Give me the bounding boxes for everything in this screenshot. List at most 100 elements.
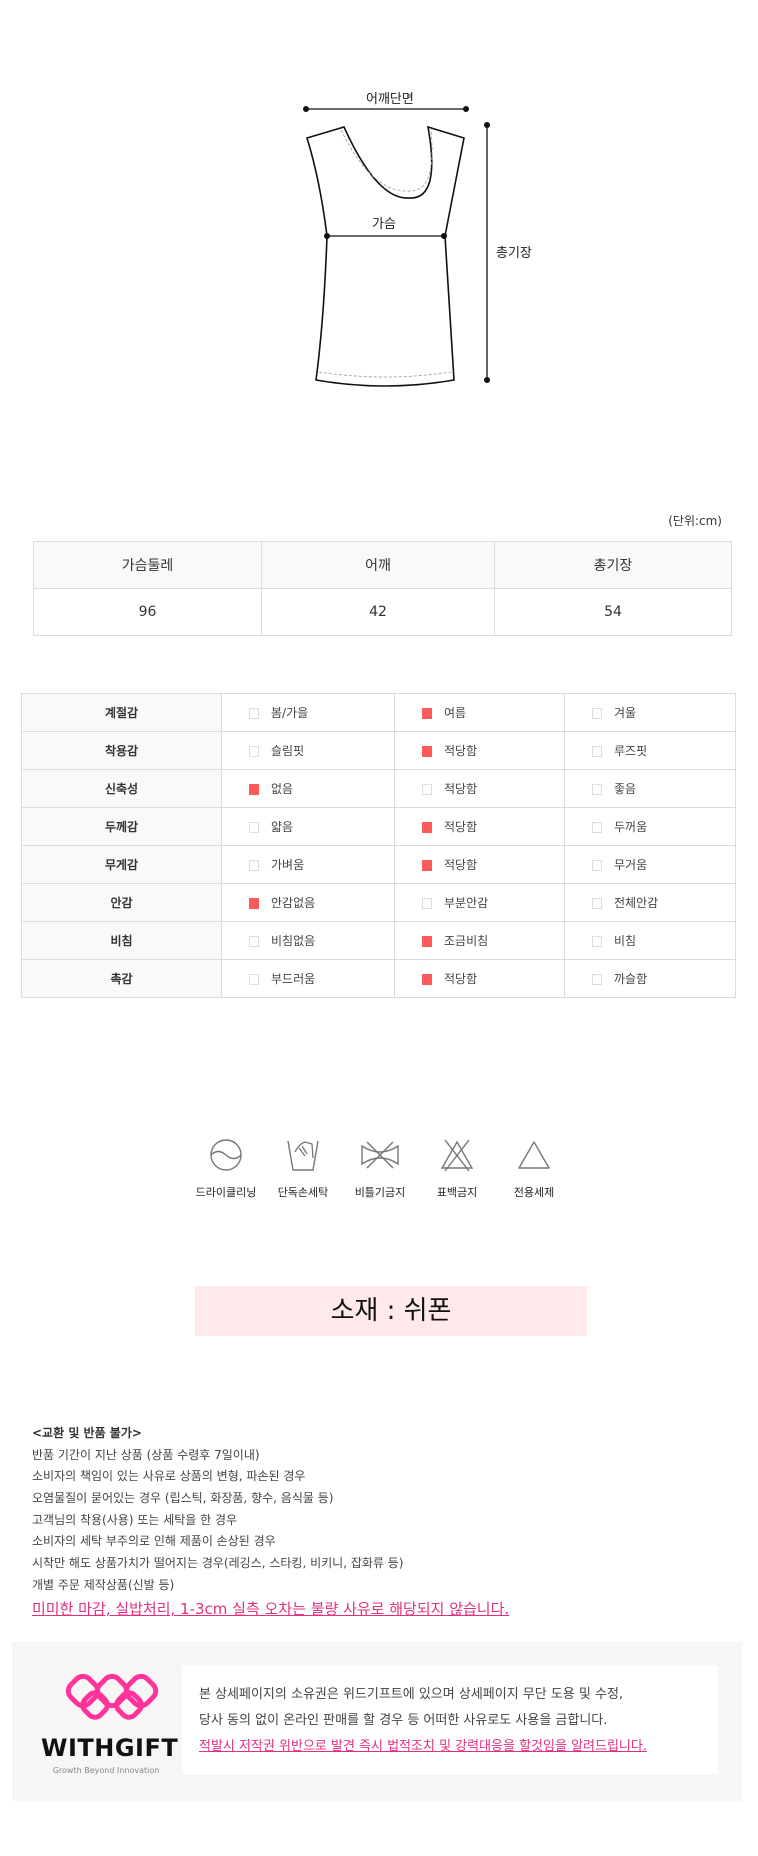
option-label: 여름: [444, 706, 467, 720]
care-label: 비틀기금지: [354, 1186, 406, 1199]
checked-checkbox-icon: [422, 746, 432, 757]
option-label: 없음: [271, 782, 294, 796]
checked-checkbox-icon: [422, 860, 432, 871]
unchecked-checkbox-icon: [592, 974, 602, 985]
option-label: 루즈핏: [614, 744, 648, 758]
value-length: 54: [494, 588, 732, 636]
no-wring-icon: [361, 1141, 399, 1169]
option-label: 적당함: [444, 972, 478, 986]
unchecked-checkbox-icon: [592, 746, 602, 757]
spec-row: 촉감 부드러움 적당함 까슬함: [21, 959, 736, 998]
spec-row: 계절감 봄/가을 여름 겨울: [21, 693, 736, 732]
unchecked-checkbox-icon: [592, 898, 602, 909]
unchecked-checkbox-icon: [592, 860, 602, 871]
option-label: 얇음: [271, 820, 294, 834]
option-label: 적당함: [444, 858, 478, 872]
option-label: 부분안감: [444, 896, 489, 910]
notice-line: 소비자의 세탁 부주의로 인해 제품이 손상된 경우: [32, 1534, 276, 1549]
spec-row: 안감 안감없음 부분안감 전체안감: [21, 883, 736, 922]
option-label: 비침: [614, 934, 637, 948]
option-label: 좋음: [614, 782, 637, 796]
spec-option: 까슬함: [564, 959, 736, 998]
shoulder-label: 어깨단면: [366, 92, 414, 107]
unchecked-checkbox-icon: [592, 822, 602, 833]
copyright-line: 당사 동의 없이 온라인 판매를 할 경우 등 어떠한 사유로도 사용을 금합니…: [199, 1713, 608, 1728]
option-label: 두꺼움: [614, 820, 648, 834]
unchecked-checkbox-icon: [592, 784, 602, 795]
withgift-logo-mark: [65, 1673, 159, 1720]
unchecked-checkbox-icon: [592, 936, 602, 947]
spec-label: 계절감: [21, 693, 222, 732]
chest-label: 가슴: [372, 217, 396, 232]
care-label: 단독손세탁: [277, 1186, 329, 1199]
checked-checkbox-icon: [422, 822, 432, 833]
care-no-bleach: 표백금지: [417, 1138, 497, 1200]
unchecked-checkbox-icon: [249, 708, 259, 719]
care-dry-clean: 드라이클리닝: [186, 1138, 266, 1200]
spec-option: 부드러움: [221, 959, 395, 998]
spec-option: 적당함: [394, 731, 565, 770]
option-label: 슬림핏: [271, 744, 305, 758]
notice-line: 개별 주문 제작상품(신발 등): [32, 1577, 175, 1592]
care-detergent: 전용세제: [494, 1138, 574, 1200]
option-label: 가벼움: [271, 858, 305, 872]
spec-option: 비침: [564, 921, 736, 960]
spec-row: 착용감 슬림핏 적당함 루즈핏: [21, 731, 736, 770]
care-label: 전용세제: [513, 1186, 555, 1199]
option-label: 부드러움: [271, 972, 316, 986]
garment-diagram: [303, 106, 490, 387]
option-label: 무거움: [614, 858, 648, 872]
spec-option: 겨울: [564, 693, 736, 732]
spec-table: 계절감 봄/가을 여름 겨울 착용감 슬림핏 적당함 루즈핏 신축성 없음 적당함 좋음 두께감 얇음 적당…: [21, 693, 736, 998]
spec-option: 없음: [221, 769, 395, 808]
unchecked-checkbox-icon: [249, 746, 259, 757]
header-length: 총기장: [494, 541, 732, 589]
spec-option: 가벼움: [221, 845, 395, 884]
unchecked-checkbox-icon: [249, 974, 259, 985]
value-chest: 96: [33, 588, 262, 636]
unchecked-checkbox-icon: [249, 936, 259, 947]
hand-wash-icon: [287, 1140, 319, 1171]
spec-row: 두께감 얇음 적당함 두꺼움: [21, 807, 736, 846]
spec-option: 적당함: [394, 845, 565, 884]
copyright-line: 본 상세페이지의 소유권은 위드기프트에 있으며 상세페이지 무단 도용 및 수…: [199, 1687, 624, 1702]
option-label: 적당함: [444, 782, 478, 796]
unit-label: (단위:cm): [668, 514, 722, 528]
brand-name: WITHGIFT: [41, 1734, 179, 1762]
checked-checkbox-icon: [422, 708, 432, 719]
unchecked-checkbox-icon: [249, 822, 259, 833]
spec-option: 조금비침: [394, 921, 565, 960]
spec-label: 촉감: [21, 959, 222, 998]
spec-option: 안감없음: [221, 883, 395, 922]
notice-line: 오염물질이 묻어있는 경우 (립스틱, 화장품, 향수, 음식물 등): [32, 1491, 334, 1506]
dry-clean-icon: [210, 1139, 242, 1171]
notice-line: 고객님의 착용(사용) 또는 세탁을 한 경우: [32, 1512, 238, 1527]
copyright-footer: WITHGIFT Growth Beyond Innovation 본 상세페이…: [12, 1642, 742, 1801]
return-notice: <교환 및 반품 불가> 반품 기간이 지난 상품 (상품 수령후 7일이내) …: [32, 1423, 404, 1597]
spec-row: 신축성 없음 적당함 좋음: [21, 769, 736, 808]
no-bleach-icon: [440, 1139, 474, 1172]
option-label: 봄/가을: [271, 706, 309, 720]
header-chest: 가슴둘레: [33, 541, 262, 589]
spec-option: 봄/가을: [221, 693, 395, 732]
spec-option: 부분안감: [394, 883, 565, 922]
checked-checkbox-icon: [249, 784, 259, 795]
spec-option: 두꺼움: [564, 807, 736, 846]
notice-line: 반품 기간이 지난 상품 (상품 수령후 7일이내): [32, 1447, 260, 1462]
spec-option: 비침없음: [221, 921, 395, 960]
copyright-warning: 적발시 저작권 위반으로 발견 즉시 법적조치 및 강력대응을 할것임을 알려드…: [199, 1739, 647, 1754]
notice-line: 시착만 해도 상품가치가 떨어지는 경우(레깅스, 스타킹, 비키니, 잡화류 …: [32, 1556, 404, 1571]
spec-option: 적당함: [394, 807, 565, 846]
material-banner: 소재 : 쉬폰: [195, 1286, 587, 1336]
checked-checkbox-icon: [249, 898, 259, 909]
spec-option: 전체안감: [564, 883, 736, 922]
notice-line: 소비자의 책임이 있는 사유로 상품의 변형, 파손된 경우: [32, 1469, 306, 1484]
spec-label: 착용감: [21, 731, 222, 770]
spec-row: 무게감 가벼움 적당함 무거움: [21, 845, 736, 884]
detergent-icon: [518, 1141, 550, 1169]
option-label: 안감없음: [271, 896, 316, 910]
unchecked-checkbox-icon: [249, 860, 259, 871]
spec-label: 무게감: [21, 845, 222, 884]
option-label: 적당함: [444, 820, 478, 834]
option-label: 겨울: [614, 706, 637, 720]
